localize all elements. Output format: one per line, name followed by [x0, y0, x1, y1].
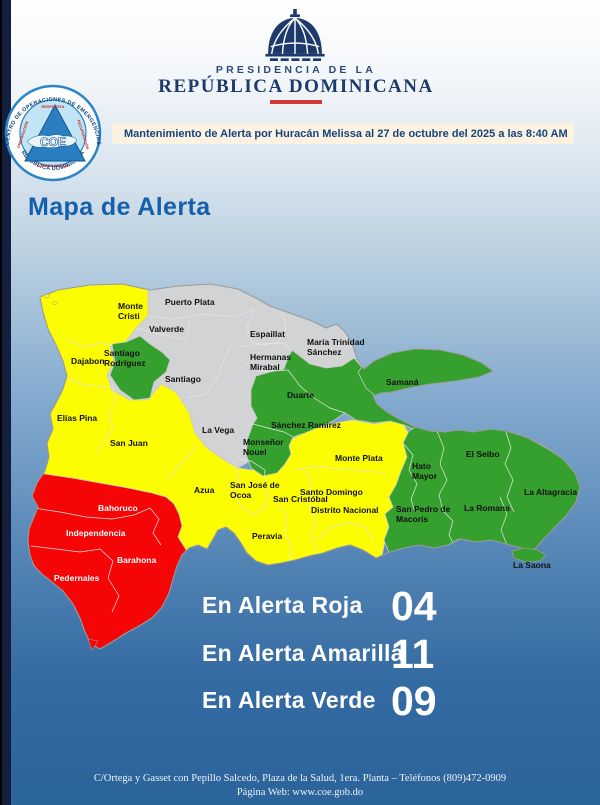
monte-cristi-keys [43, 294, 51, 298]
region-green-east [383, 423, 580, 554]
presidency-title-line1: PRESIDENCIA DE LA [215, 64, 377, 76]
monte-cristi-keys-2 [52, 301, 58, 305]
red-divider [270, 100, 322, 104]
alert-amarilla-label: En Alerta Amarilla [202, 640, 404, 666]
island-beata [87, 638, 99, 651]
coe-center-text: COE [40, 135, 66, 149]
alert-verde-count: 09 [391, 678, 437, 724]
national-dome-icon [265, 9, 325, 61]
coe-word-bottom: VOCERO OFICIAL [37, 164, 70, 168]
footer-website: Página Web: www.coe.gob.do [236, 787, 364, 798]
region-red-southwest [28, 469, 190, 649]
region-green-santiago-rodriguez [109, 335, 171, 401]
footer-address: C/Ortega y Gasset con Pepillo Salcedo, P… [93, 773, 507, 784]
alert-roja-label: En Alerta Roja [202, 592, 363, 618]
region-green-samana [357, 347, 495, 399]
island-saona [511, 547, 547, 563]
coe-word-top: RESPUESTA [42, 105, 65, 109]
alert-banner: Mantenimiento de Alerta por Huracán Meli… [112, 123, 574, 144]
page-title: Mapa de Alerta [28, 193, 211, 221]
coe-seal-logo: CENTRO DE OPERACIONES DE EMERGENCIAS REP… [4, 84, 102, 182]
country-outline [27, 283, 581, 650]
province-borders [30, 308, 515, 613]
alert-amarilla-count: 11 [391, 631, 435, 677]
alert-verde-label: En Alerta Verde [202, 687, 376, 713]
presidency-title-line2: REPÚBLICA DOMINICANA [158, 76, 434, 97]
alert-roja-count: 04 [391, 583, 437, 629]
left-stripe [0, 0, 11, 805]
